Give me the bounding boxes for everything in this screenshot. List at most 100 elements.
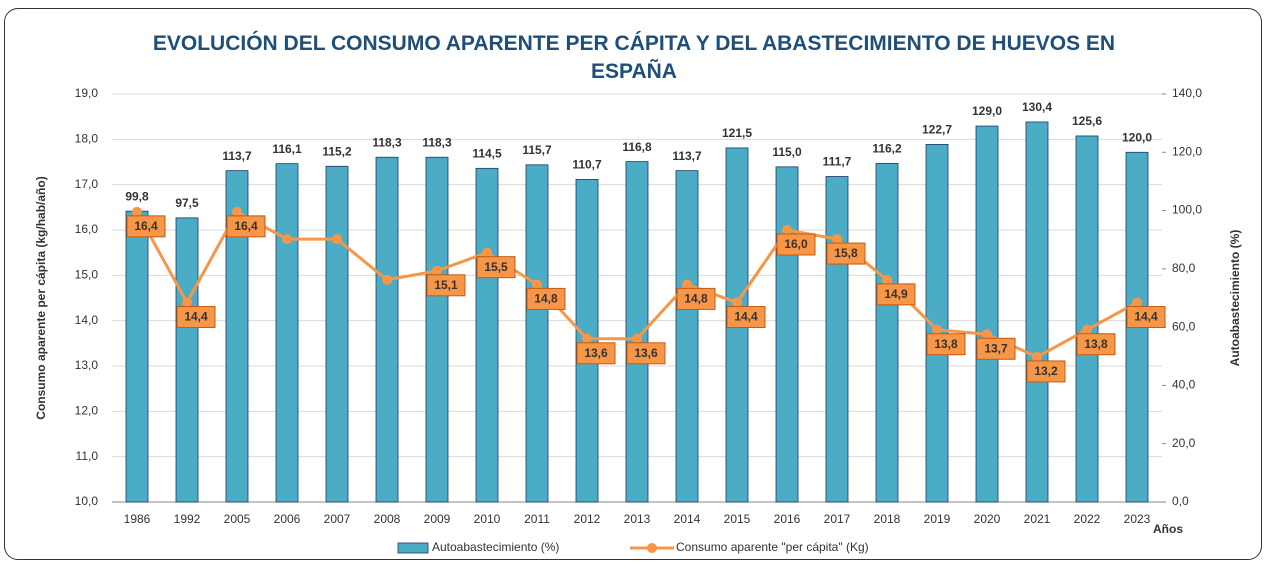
y-tick-label: 10,0 (75, 494, 99, 508)
bar (175, 217, 199, 503)
line-value-box (1076, 333, 1116, 356)
legend-label: Consumo aparente "per cápita" (Kg) (676, 540, 869, 554)
x-tick-label: 2005 (224, 512, 251, 526)
bar-value-label: 110,7 (572, 158, 602, 172)
bar-value-label: 121,5 (722, 126, 752, 140)
y2-tick-label: 120,0 (1172, 144, 1202, 158)
line-value-box (976, 337, 1016, 360)
y2-tick-label: 60,0 (1172, 319, 1196, 333)
y-tick-label: 15,0 (75, 268, 99, 282)
line-value-box (776, 233, 816, 256)
bar-value-label: 118,3 (422, 135, 452, 149)
bar-value-label: 118,3 (372, 135, 402, 149)
line-point (182, 297, 192, 308)
line-value-label: 16,4 (134, 219, 158, 233)
bar (625, 161, 649, 503)
line-value-label: 16,4 (234, 219, 258, 233)
line-value-label: 14,8 (534, 292, 558, 306)
x-tick-label: 2011 (524, 512, 550, 526)
x-tick-label: 2020 (974, 512, 1001, 526)
x-tick-label: 1986 (124, 512, 151, 526)
line-value-label: 16,0 (784, 237, 808, 251)
x-tick-label: 2018 (874, 512, 901, 526)
line-point (482, 247, 492, 258)
x-tick-label: 2008 (374, 512, 401, 526)
line-value-box (1026, 360, 1066, 383)
bar (325, 165, 349, 503)
x-tick-label: 2007 (324, 512, 351, 526)
line-point (1132, 297, 1142, 308)
line-value-box (676, 287, 716, 310)
y2-tick-label: 100,0 (1172, 203, 1202, 217)
bar-value-label: 115,7 (522, 143, 552, 157)
x-tick-label: 2016 (774, 512, 801, 526)
x-tick-label: 2014 (674, 512, 701, 526)
line-value-label: 15,8 (834, 246, 858, 260)
line-point (282, 234, 292, 245)
bar-value-label: 113,7 (672, 149, 702, 163)
line-point (532, 279, 542, 290)
line-value-label: 14,4 (184, 310, 208, 324)
bar-value-label: 113,7 (222, 149, 252, 163)
legend-label: Autoabastecimiento (%) (432, 540, 559, 554)
x-tick-label: 2017 (824, 512, 851, 526)
x-axis-label: Años (1153, 522, 1183, 536)
bar (675, 170, 699, 503)
bar (425, 156, 449, 503)
line-value-label: 14,8 (684, 292, 708, 306)
line-value-box (176, 306, 216, 329)
y2-tick-label: 140,0 (1172, 86, 1202, 100)
line-value-label: 14,9 (884, 287, 908, 301)
line-value-label: 14,4 (1134, 310, 1158, 324)
bar-value-label: 99,8 (125, 189, 149, 203)
line-point (882, 274, 892, 285)
line-value-box (876, 283, 916, 306)
bar (775, 166, 799, 503)
x-tick-label: 2022 (1074, 512, 1101, 526)
line-value-box (576, 342, 616, 365)
bar-value-label: 97,5 (175, 196, 199, 210)
line-value-box (726, 306, 766, 329)
bar (475, 167, 499, 503)
y2-tick-label: 20,0 (1172, 436, 1196, 450)
y-tick-label: 14,0 (75, 313, 99, 327)
y2-tick-label: 80,0 (1172, 261, 1196, 275)
x-tick-label: 2023 (1124, 512, 1151, 526)
line-point (132, 206, 142, 217)
bar (1025, 121, 1049, 503)
y-tick-label: 16,0 (75, 222, 99, 236)
line-point (232, 206, 242, 217)
x-tick-label: 2019 (924, 512, 951, 526)
line-value-label: 13,2 (1034, 364, 1058, 378)
x-tick-label: 2009 (424, 512, 451, 526)
line-point (382, 274, 392, 285)
legend-swatch (397, 542, 429, 554)
bar-value-label: 115,0 (772, 145, 802, 159)
x-tick-label: 1992 (174, 512, 201, 526)
x-tick-label: 2013 (624, 512, 651, 526)
bar-value-label: 114,5 (472, 146, 502, 160)
y-tick-label: 17,0 (75, 177, 99, 191)
bar-value-label: 125,6 (1072, 114, 1102, 128)
line-value-label: 15,1 (434, 278, 458, 292)
y-tick-label: 13,0 (75, 358, 99, 372)
bar-value-label: 122,7 (922, 123, 952, 137)
line-value-box (126, 215, 166, 238)
line-value-box (1126, 306, 1166, 329)
chart-title: EVOLUCIÓN DEL CONSUMO APARENTE PER CÁPIT… (152, 32, 1116, 83)
bar (375, 156, 399, 503)
bar (925, 144, 949, 503)
x-tick-label: 2012 (574, 512, 601, 526)
bar-value-label: 130,4 (1022, 100, 1052, 114)
bar-value-label: 116,2 (872, 142, 902, 156)
line-point (982, 329, 992, 340)
legend-swatch-point (647, 543, 657, 553)
line-point (432, 265, 442, 276)
line-value-box (426, 274, 466, 297)
bar (225, 170, 249, 503)
y2-axis-label: Autoabastecimiento (%) (1228, 230, 1242, 367)
bar-value-label: 120,0 (1122, 130, 1152, 144)
y2-tick-label: 40,0 (1172, 378, 1196, 392)
bar (525, 164, 549, 503)
